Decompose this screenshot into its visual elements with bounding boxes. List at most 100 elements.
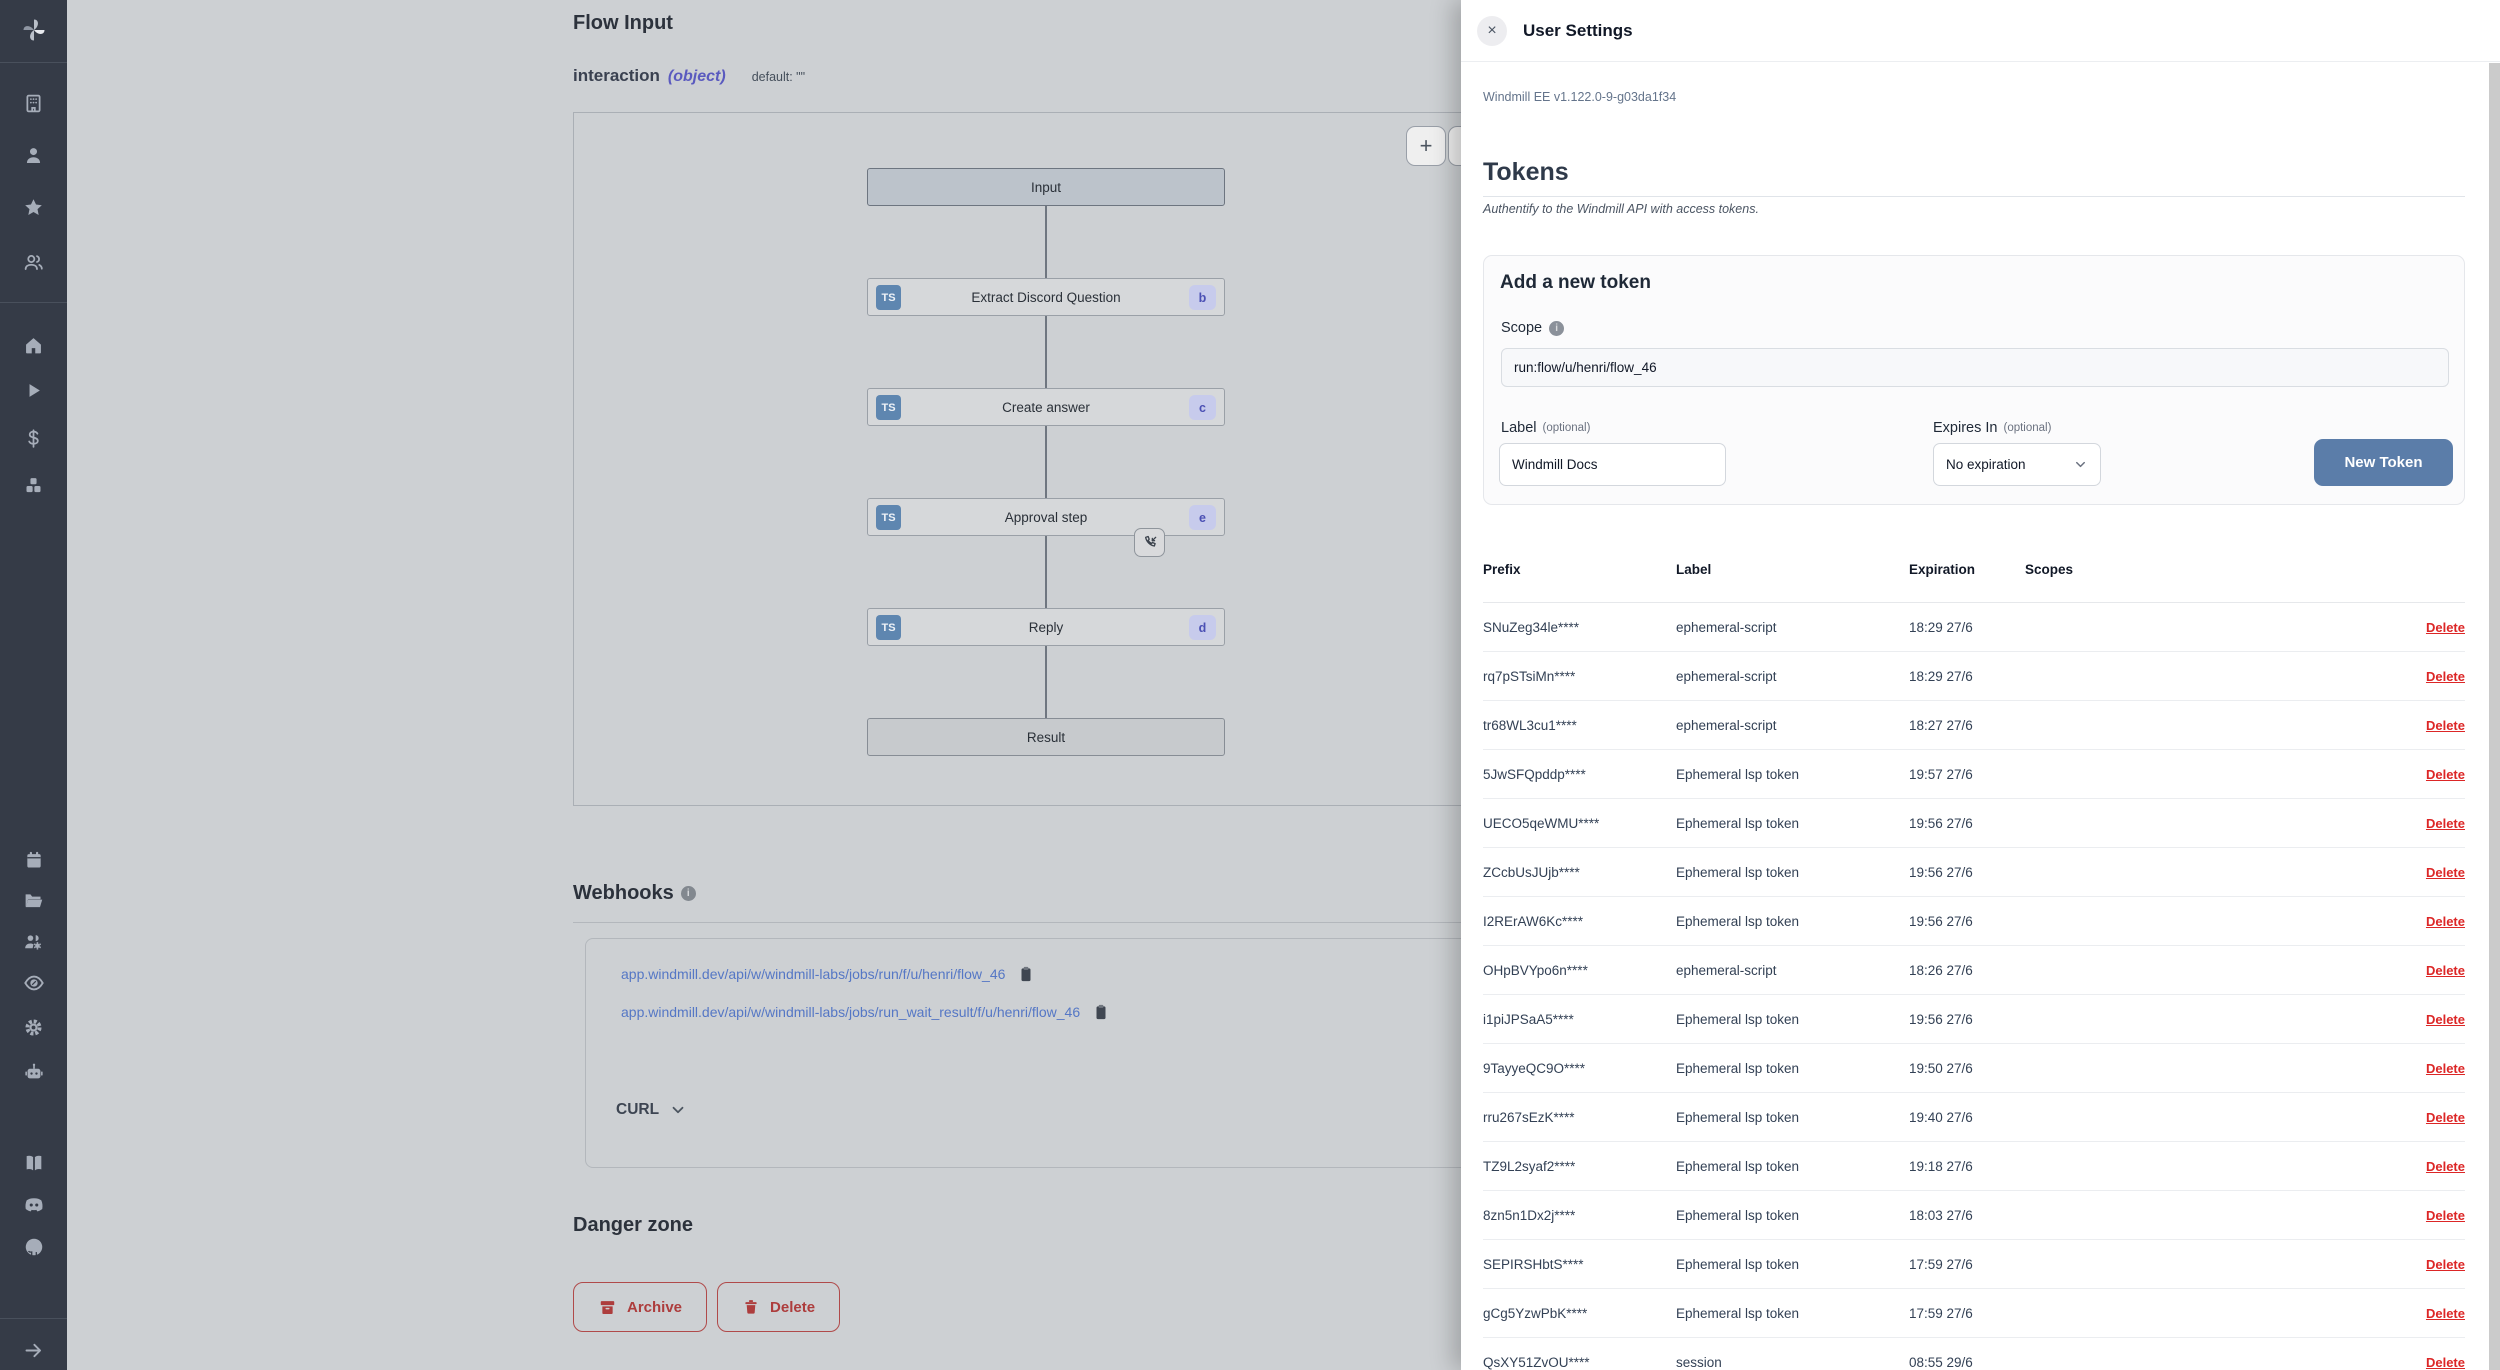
flow-node-extract-discord-question[interactable]: TS Extract Discord Question b	[867, 278, 1225, 316]
token-expiration: 17:59 27/6	[1909, 1305, 1973, 1321]
copy-clipboard-icon[interactable]	[1017, 965, 1035, 983]
token-prefix: gCg5YzwPbK****	[1483, 1305, 1588, 1321]
tokens-table: Prefix Label Expiration Scopes SNuZeg34l…	[1483, 556, 2465, 1370]
play-runs-icon[interactable]	[0, 372, 67, 408]
col-scopes: Scopes	[2025, 562, 2074, 577]
scope-label: Scope	[1501, 320, 1565, 336]
token-row: rru267sEzK**** Ephemeral lsp token 19:40 2…	[1483, 1093, 2465, 1142]
delete-token-link[interactable]: Delete	[2425, 962, 2465, 978]
token-prefix: TZ9L2syaf2****	[1483, 1158, 1576, 1174]
ai-robot-icon[interactable]	[0, 1054, 67, 1090]
discord-icon[interactable]	[0, 1187, 67, 1223]
node-label: Approval step	[1004, 509, 1088, 525]
delete-token-link[interactable]: Delete	[2425, 913, 2465, 929]
token-prefix: 5JwSFQpddp****	[1483, 766, 1586, 782]
token-label: Ephemeral lsp token	[1676, 913, 1800, 929]
user-icon[interactable]	[0, 137, 67, 173]
zoom-in-button[interactable]: +	[1406, 126, 1446, 166]
home-icon[interactable]	[0, 327, 67, 363]
workers-users-gear-icon[interactable]	[0, 924, 67, 960]
archive-label: Archive	[627, 1298, 683, 1316]
flow-node-create-answer[interactable]: TS Create answer c	[867, 388, 1225, 426]
webhook-url-link[interactable]: app.windmill.dev/api/w/windmill-labs/job…	[621, 1004, 1081, 1020]
scope-label-text: Scope	[1501, 320, 1543, 336]
delete-flow-button[interactable]: Delete	[717, 1282, 841, 1332]
scope-input[interactable]	[1501, 348, 2449, 387]
step-id-badge: c	[1189, 395, 1216, 420]
delete-token-link[interactable]: Delete	[2425, 1305, 2465, 1321]
token-expiration: 18:29 27/6	[1909, 668, 1973, 684]
archive-button[interactable]: Archive	[573, 1282, 708, 1332]
token-expiration: 17:59 27/6	[1909, 1256, 1973, 1272]
delete-token-link[interactable]: Delete	[2425, 1109, 2465, 1125]
curl-toggle[interactable]: CURL	[616, 1101, 687, 1119]
delete-token-link[interactable]: Delete	[2425, 1207, 2465, 1223]
token-prefix: OHpBVYpo6n****	[1483, 962, 1588, 978]
token-row: tr68WL3cu1**** ephemeral-script 18:27 27/6…	[1483, 701, 2465, 750]
dollar-variables-icon[interactable]	[0, 420, 67, 456]
delete-token-link[interactable]: Delete	[2425, 717, 2465, 733]
token-prefix: I2RErAW6Kc****	[1483, 913, 1584, 929]
delete-token-link[interactable]: Delete	[2425, 815, 2465, 831]
users-icon[interactable]	[0, 244, 67, 280]
info-icon[interactable]	[1549, 320, 1565, 336]
star-icon[interactable]	[0, 189, 67, 225]
delete-token-link[interactable]: Delete	[2425, 619, 2465, 635]
delete-token-link[interactable]: Delete	[2425, 1158, 2465, 1174]
expires-label-text: Expires In	[1933, 420, 1998, 436]
schedules-calendar-icon[interactable]	[0, 842, 67, 878]
trash-icon	[745, 1300, 757, 1314]
webhook-row: app.windmill.dev/api/w/windmill-labs/job…	[621, 959, 1110, 989]
flow-node-approval-step[interactable]: TS Approval step e	[867, 498, 1225, 557]
delete-token-link[interactable]: Delete	[2425, 766, 2465, 782]
audit-eye-icon[interactable]	[0, 965, 67, 1001]
new-token-button[interactable]: New Token	[2314, 439, 2453, 486]
info-icon[interactable]	[680, 886, 696, 901]
token-prefix: 8zn5n1Dx2j****	[1483, 1207, 1576, 1223]
copy-clipboard-icon[interactable]	[1092, 1003, 1110, 1021]
resources-boxes-icon[interactable]	[0, 467, 67, 503]
token-expiration: 18:27 27/6	[1909, 717, 1973, 733]
delete-token-link[interactable]: Delete	[2425, 1011, 2465, 1027]
token-label: ephemeral-script	[1676, 717, 1777, 733]
panel-scrollbar[interactable]	[2489, 63, 2500, 1370]
token-row: SEPIRSHbtS**** Ephemeral lsp token 17:59 2…	[1483, 1240, 2465, 1289]
sidebar-divider	[0, 1318, 67, 1319]
tokens-subtitle: Authentify to the Windmill API with acce…	[1483, 202, 1759, 216]
flow-node-result[interactable]: Result	[867, 718, 1225, 756]
delete-token-link[interactable]: Delete	[2425, 1354, 2465, 1370]
token-expiration: 19:40 27/6	[1909, 1109, 1973, 1125]
token-expiration: 18:29 27/6	[1909, 619, 1973, 635]
delete-token-link[interactable]: Delete	[2425, 1060, 2465, 1076]
github-icon[interactable]	[0, 1229, 67, 1265]
webhooks-title: Webhooks	[573, 882, 696, 905]
flow-node-input[interactable]: Input	[867, 168, 1225, 206]
folders-icon[interactable]	[0, 882, 67, 918]
expand-arrow-icon[interactable]	[0, 1332, 67, 1368]
delete-token-link[interactable]: Delete	[2425, 1256, 2465, 1272]
delete-token-link[interactable]: Delete	[2425, 864, 2465, 880]
close-icon[interactable]: ×	[1477, 15, 1507, 46]
panel-header: × User Settings	[1461, 0, 2500, 62]
step-id-badge: d	[1189, 615, 1216, 640]
token-rows: SNuZeg34le**** ephemeral-script 18:29 27/6…	[1483, 603, 2465, 1370]
flow-node-reply[interactable]: TS Reply d	[867, 608, 1225, 646]
expiration-select[interactable]: No expiration	[1933, 443, 2101, 486]
token-prefix: SEPIRSHbtS****	[1483, 1256, 1584, 1272]
sidebar-divider	[0, 302, 67, 303]
docs-book-icon[interactable]	[0, 1145, 67, 1181]
delete-token-link[interactable]: Delete	[2425, 668, 2465, 684]
windmill-logo-icon[interactable]	[0, 12, 67, 48]
token-label: Ephemeral lsp token	[1676, 815, 1800, 831]
sidebar	[0, 0, 67, 1370]
settings-gear-icon[interactable]	[0, 1009, 67, 1045]
token-row: i1piJPSaA5**** Ephemeral lsp token 19:56 2…	[1483, 995, 2465, 1044]
suspend-phone-incoming-icon	[1134, 528, 1165, 557]
token-expiration: 19:18 27/6	[1909, 1158, 1973, 1174]
token-label: ephemeral-script	[1676, 619, 1777, 635]
workspace-building-icon[interactable]	[0, 85, 67, 121]
version-text: Windmill EE v1.122.0-9-g03da1f34	[1483, 90, 1677, 104]
token-label-input[interactable]	[1499, 443, 1726, 486]
webhook-url-link[interactable]: app.windmill.dev/api/w/windmill-labs/job…	[621, 966, 1006, 982]
